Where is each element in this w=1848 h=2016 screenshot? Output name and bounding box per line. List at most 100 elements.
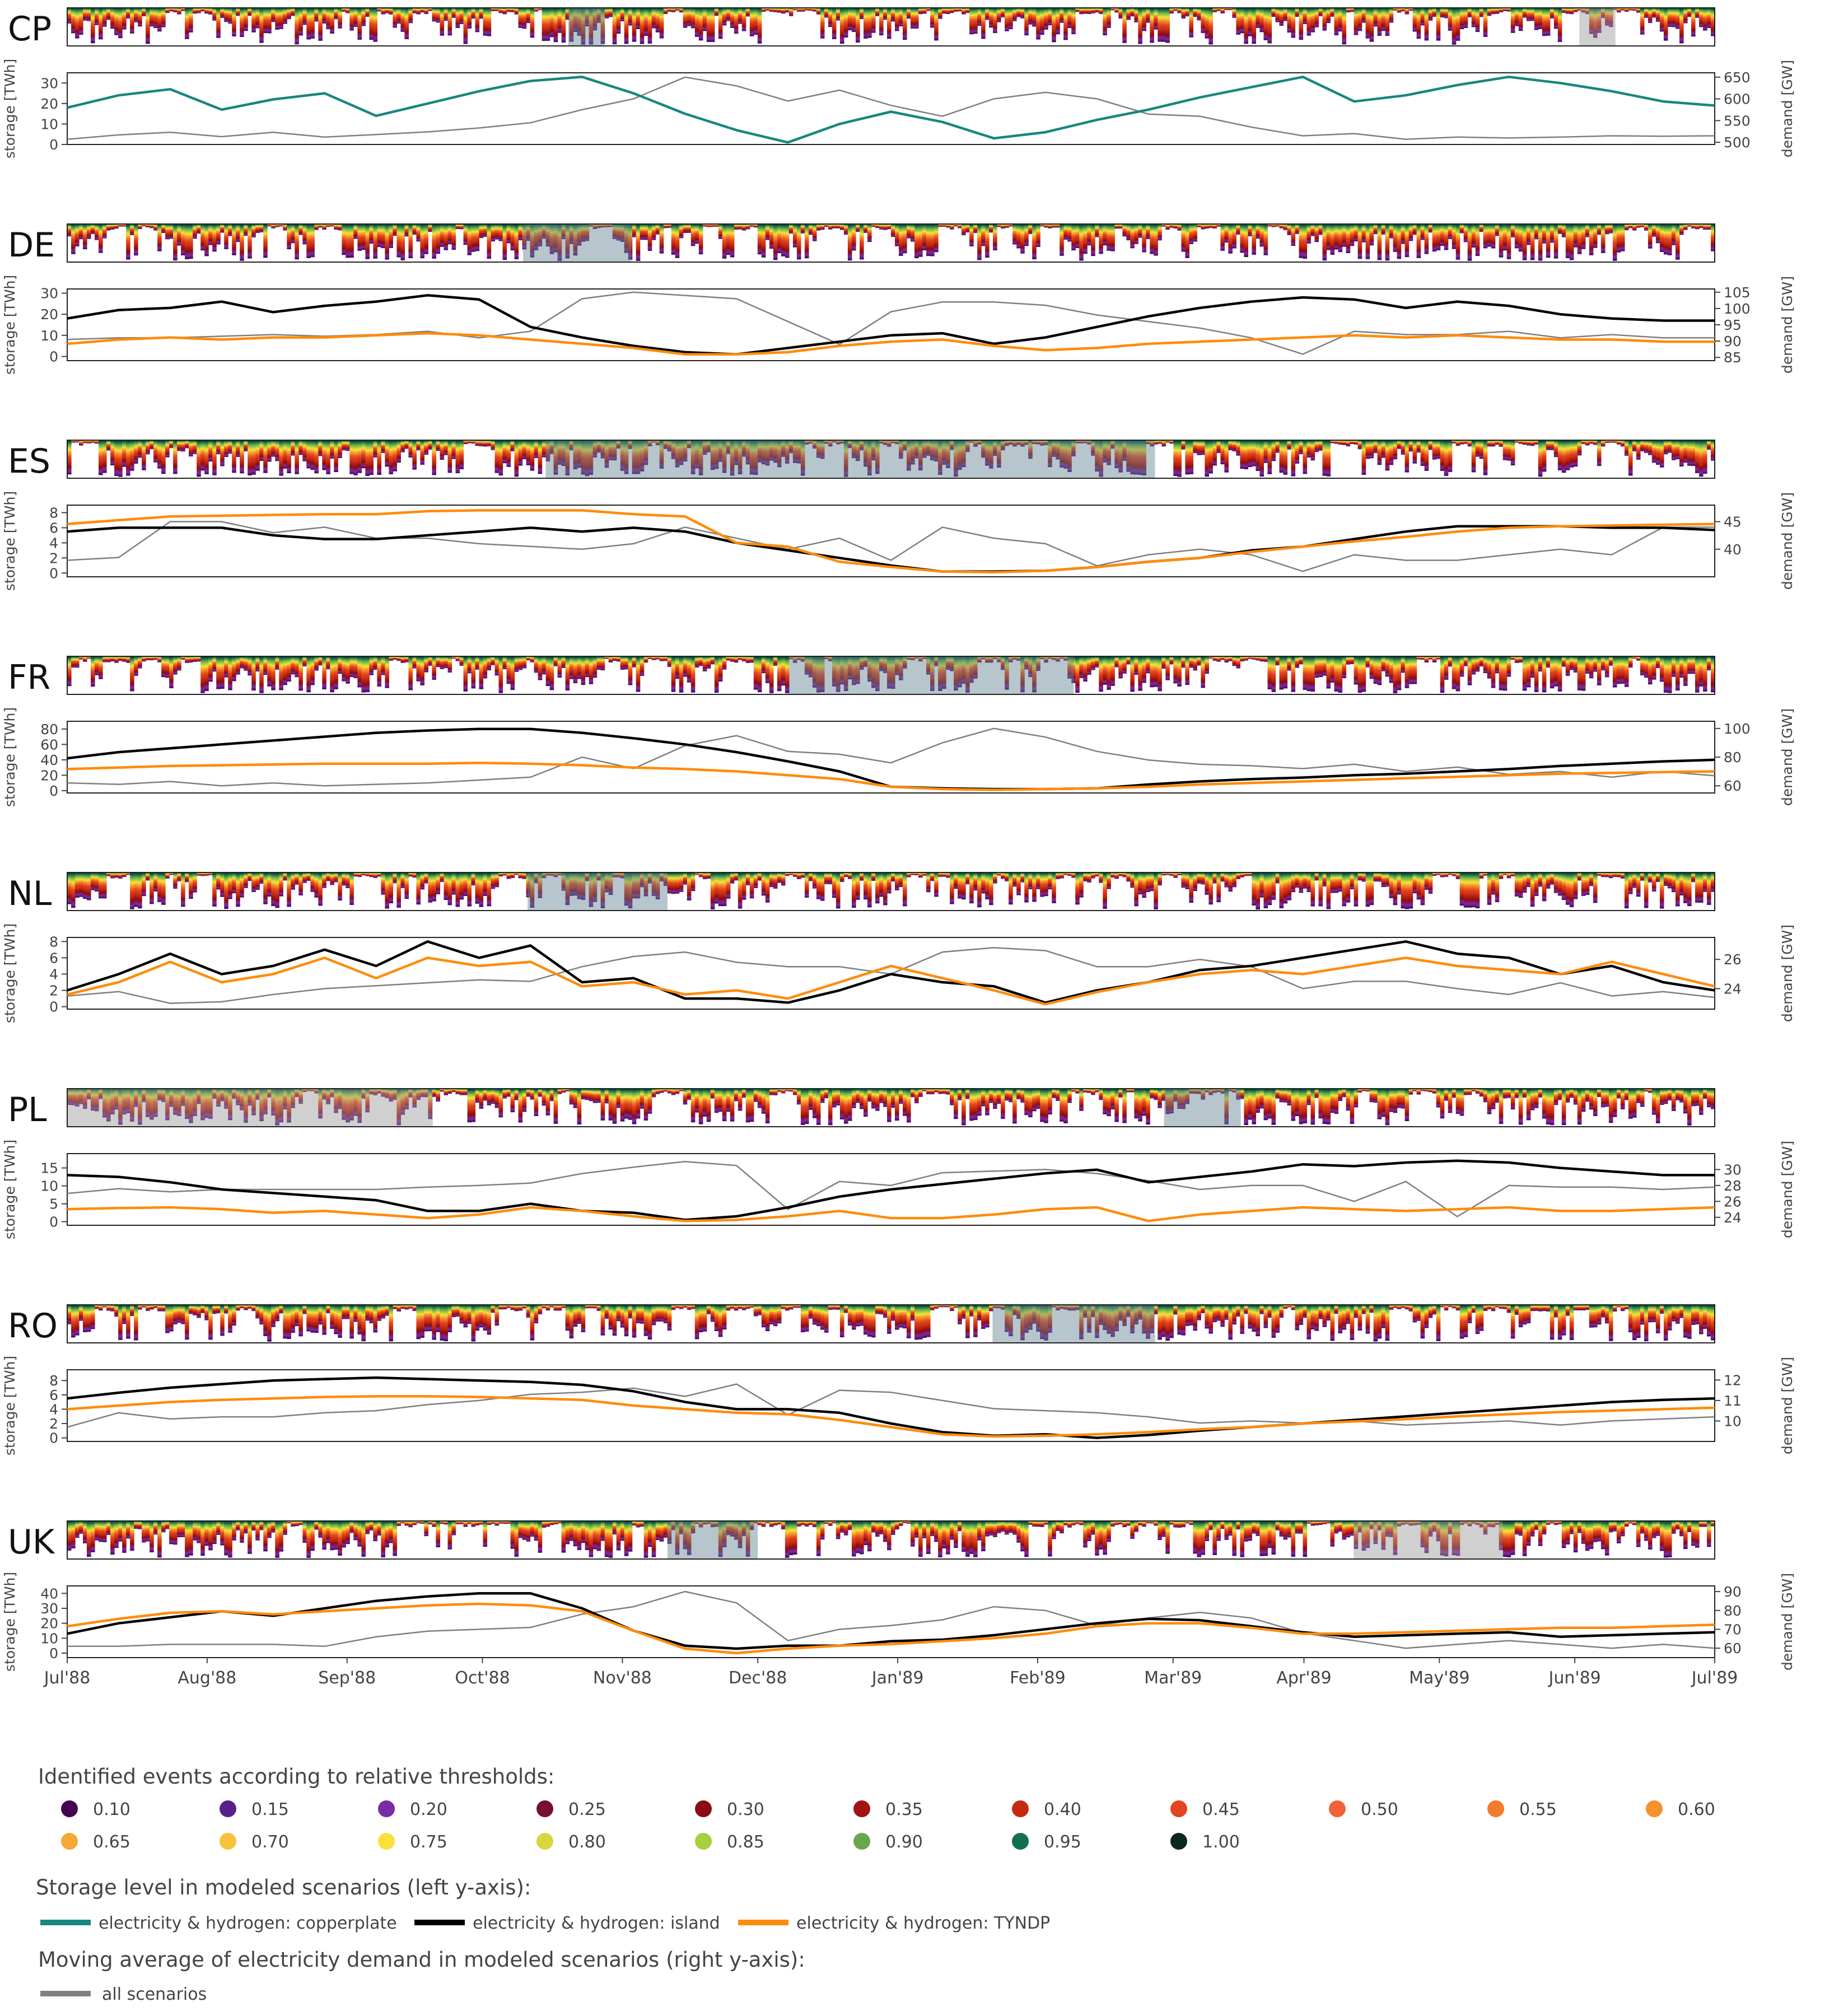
event-bar — [749, 1521, 754, 1530]
event-bar — [1420, 872, 1425, 906]
event-bar — [248, 872, 252, 881]
event-bar — [1491, 656, 1496, 688]
event-bar — [883, 656, 888, 673]
event-bar — [1099, 1521, 1103, 1550]
event-bar — [1518, 8, 1523, 31]
event-bar — [102, 656, 107, 662]
event-bar — [1620, 1089, 1625, 1109]
event-bar — [1420, 1305, 1425, 1339]
event-bar — [1526, 8, 1531, 21]
event-bar — [1373, 224, 1378, 235]
event-bar — [1212, 224, 1217, 229]
event-bar — [1589, 1305, 1594, 1328]
event-bar — [146, 1089, 150, 1117]
event-bar — [1060, 224, 1064, 256]
event-bar — [714, 1305, 719, 1331]
event-bar — [847, 8, 852, 31]
event-bar — [1036, 1089, 1040, 1109]
event-bar — [1600, 8, 1606, 18]
event-bar — [1271, 1089, 1276, 1125]
event-bar — [244, 8, 248, 31]
event-bar — [1259, 8, 1264, 32]
event-bar — [200, 224, 205, 251]
event-bar — [224, 1089, 228, 1109]
event-legend-marker — [220, 1800, 236, 1817]
left-tick-label: 4 — [49, 1401, 58, 1417]
event-bar — [189, 1089, 193, 1123]
event-bar — [824, 1521, 829, 1524]
event-bar — [843, 1305, 848, 1313]
event-bar — [1416, 1089, 1421, 1095]
event-bar — [1550, 656, 1555, 689]
event-bar — [200, 1521, 205, 1556]
event-bar — [608, 1521, 613, 1558]
event-bar — [773, 440, 778, 463]
event-bar — [710, 440, 715, 470]
event-bar — [671, 1305, 676, 1310]
event-bar — [1228, 872, 1233, 892]
event-bar — [1557, 872, 1562, 896]
event-bar — [298, 440, 303, 455]
event-bar — [357, 1521, 362, 1547]
event-bar — [1616, 1521, 1621, 1543]
event-bar — [463, 1305, 468, 1328]
event-bar — [836, 1521, 841, 1539]
event-bar — [1365, 224, 1370, 259]
event-bar — [565, 440, 570, 475]
event-bar — [1585, 1305, 1590, 1310]
event-bar — [1252, 1521, 1256, 1534]
event-bar — [1557, 1305, 1562, 1340]
event-bar — [1118, 872, 1123, 876]
event-bar — [1342, 8, 1347, 45]
event-bar — [1177, 440, 1182, 477]
event-bar — [985, 872, 990, 899]
event-bar — [640, 872, 645, 888]
event-bar — [1283, 224, 1288, 230]
event-bar — [1259, 224, 1264, 247]
event-bar — [271, 440, 276, 457]
event-bar — [1408, 224, 1413, 241]
event-bar — [75, 1305, 80, 1336]
left-tick-label: 0 — [49, 1645, 58, 1662]
event-bar — [212, 440, 217, 475]
left-tick-label: 0 — [49, 1430, 58, 1446]
left-axis-title: storage [TWh] — [2, 1140, 18, 1239]
event-bar — [447, 1521, 452, 1550]
event-bar — [1173, 656, 1178, 684]
event-bar — [389, 440, 393, 474]
event-bar — [549, 1305, 554, 1308]
event-bar — [911, 440, 915, 465]
event-bar — [1385, 656, 1390, 677]
event-bar — [530, 8, 535, 38]
event-bar — [1530, 656, 1535, 678]
event-bar — [577, 1089, 582, 1124]
event-legend-marker — [1487, 1800, 1504, 1817]
event-band — [67, 1088, 1715, 1127]
event-bar — [1350, 656, 1355, 664]
event-bar — [361, 1089, 366, 1099]
event-bar — [781, 1305, 786, 1309]
event-bar — [1510, 1305, 1515, 1339]
event-bar — [1671, 1305, 1676, 1322]
event-legend-marker — [1012, 1833, 1029, 1850]
event-bar — [612, 8, 617, 45]
event-bar — [298, 656, 303, 691]
event-bar — [1573, 1305, 1578, 1310]
event-bar — [741, 8, 746, 31]
event-bar — [1197, 440, 1201, 455]
event-bar — [530, 1521, 535, 1537]
event-bar — [1412, 1089, 1417, 1091]
event-bar — [860, 656, 864, 670]
event-bar — [1016, 1521, 1021, 1543]
event-bar — [1338, 656, 1343, 693]
event-bar — [1161, 1521, 1166, 1537]
event-bar — [342, 1305, 346, 1319]
event-bar — [581, 656, 586, 685]
event-bar — [993, 1305, 997, 1308]
event-bar — [122, 224, 127, 227]
event-bar — [718, 1521, 723, 1557]
event-bar — [244, 872, 248, 888]
event-bar — [1224, 224, 1229, 242]
event-bar — [1604, 1521, 1609, 1556]
event-bar — [220, 1089, 225, 1102]
